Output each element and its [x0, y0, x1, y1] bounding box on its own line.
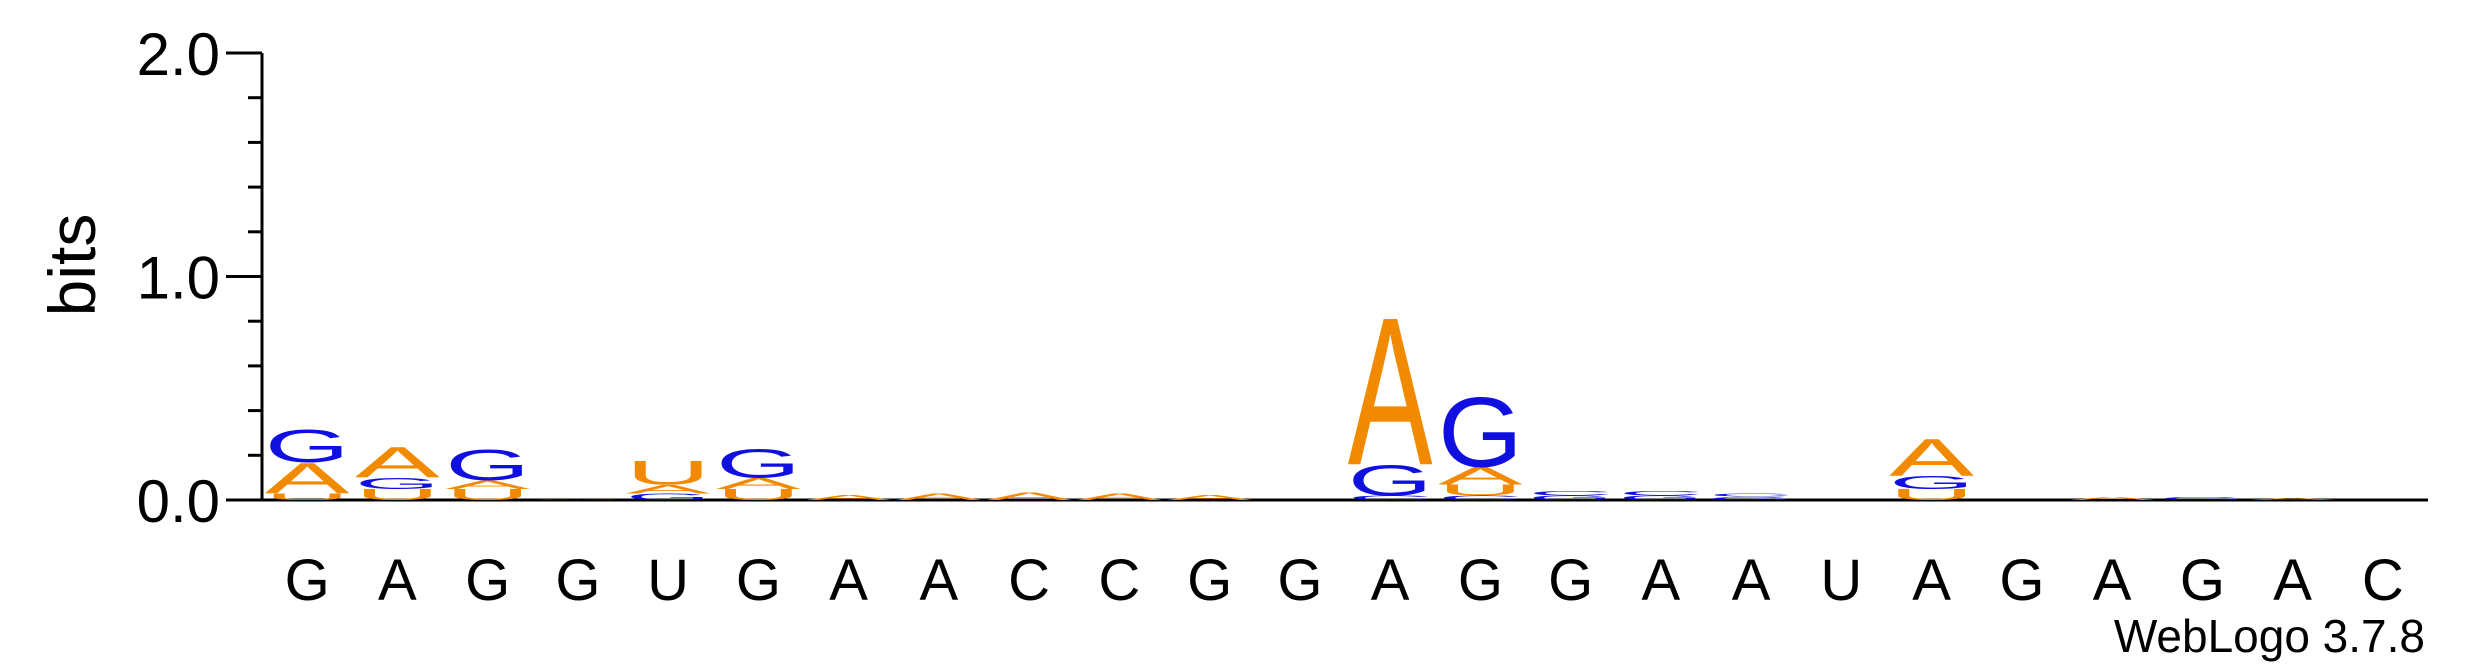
logo-letter-a: A — [355, 439, 441, 487]
logo-letter-a: A — [806, 493, 891, 502]
logo-letter-g: G — [355, 475, 440, 493]
logo-letter-a: A — [896, 492, 981, 502]
logo-letter-u: U — [1889, 486, 1974, 503]
logo-letter-a: A — [716, 475, 802, 492]
x-tick-label: A — [378, 548, 417, 613]
logo-letter-a: A — [535, 499, 620, 500]
x-tick-label: A — [1732, 548, 1771, 613]
logo-letter-g: G — [1709, 496, 1794, 501]
logo-letter-u: U — [626, 454, 711, 492]
x-tick-label: C — [2362, 548, 2404, 613]
logo-letter-a: A — [987, 490, 1073, 502]
logo-letter-g: G — [1348, 456, 1433, 505]
logo-letter-a: A — [2250, 497, 2335, 500]
x-tick-label: G — [736, 548, 781, 613]
weblogo-version-label: WebLogo 3.7.8 — [2114, 610, 2425, 662]
logo-letter-c: C — [1348, 494, 1433, 501]
x-tick-label: A — [920, 548, 959, 613]
x-tick-label: C — [1008, 548, 1050, 613]
x-tick-label: A — [2273, 548, 2312, 613]
x-tick-label: G — [1999, 548, 2044, 613]
x-tick-label: A — [1371, 548, 1410, 613]
axes: 0.0 1.0 2.0 — [137, 21, 2428, 535]
y-axis-label: bits — [35, 214, 109, 317]
logo-letter-g: G — [1438, 378, 1523, 488]
logo-letter-a: A — [1167, 493, 1252, 502]
logo-letter-c: C — [1618, 490, 1703, 497]
logo-letter-a: A — [2070, 496, 2155, 501]
logo-letter-a: A — [445, 478, 531, 492]
logo-letter-c: C — [1438, 494, 1523, 501]
logo-letter-c: C — [1528, 490, 1613, 497]
x-tick-label: C — [1098, 548, 1140, 613]
y-tick-label: 2.0 — [137, 21, 220, 88]
logo-letter-c: C — [1709, 492, 1794, 497]
logo-letter-a: A — [265, 454, 351, 502]
logo-letter-g: G — [265, 420, 350, 472]
y-tick-label: 0.0 — [137, 468, 220, 535]
logo-letter-a: A — [1077, 492, 1162, 502]
x-tick-label: U — [647, 548, 689, 613]
logo-letter-g: G — [2160, 496, 2245, 501]
logo-letter-g: G — [1528, 494, 1613, 501]
x-tick-label: G — [285, 548, 330, 613]
logo-letter-g: G — [1618, 494, 1703, 501]
logo-letter-a: A — [1438, 462, 1523, 490]
x-tick-label: G — [2180, 548, 2225, 613]
logo-letter-u: U — [355, 486, 440, 503]
x-tick-label: A — [2093, 548, 2132, 613]
logo-letter-a: A — [626, 482, 712, 496]
x-tick-label: A — [1912, 548, 1951, 613]
x-tick-label: G — [555, 548, 600, 613]
logo-letter-a: A — [1348, 273, 1433, 509]
x-tick-label: G — [1458, 548, 1503, 613]
x-tick-label: G — [1187, 548, 1232, 613]
x-tick-label: U — [1820, 548, 1862, 613]
logo-letter-g: G — [1889, 472, 1974, 493]
logo-letter-g: G — [445, 441, 530, 490]
y-tick-label: 1.0 — [137, 245, 220, 312]
logo-letter-u: U — [265, 492, 350, 502]
logo-letter-u: U — [716, 486, 801, 503]
logo-letter-a: A — [1889, 428, 1974, 487]
logo-letter-u: U — [445, 486, 530, 503]
logo-letter-g: G — [716, 442, 801, 487]
x-tick-label: A — [829, 548, 868, 613]
x-tick-label: G — [1277, 548, 1322, 613]
x-tick-label: G — [465, 548, 510, 613]
logo-letter-g: G — [626, 492, 711, 502]
x-tick-label: A — [1642, 548, 1681, 613]
x-tick-label: G — [1548, 548, 1593, 613]
logo-letter-u: U — [1438, 481, 1523, 498]
